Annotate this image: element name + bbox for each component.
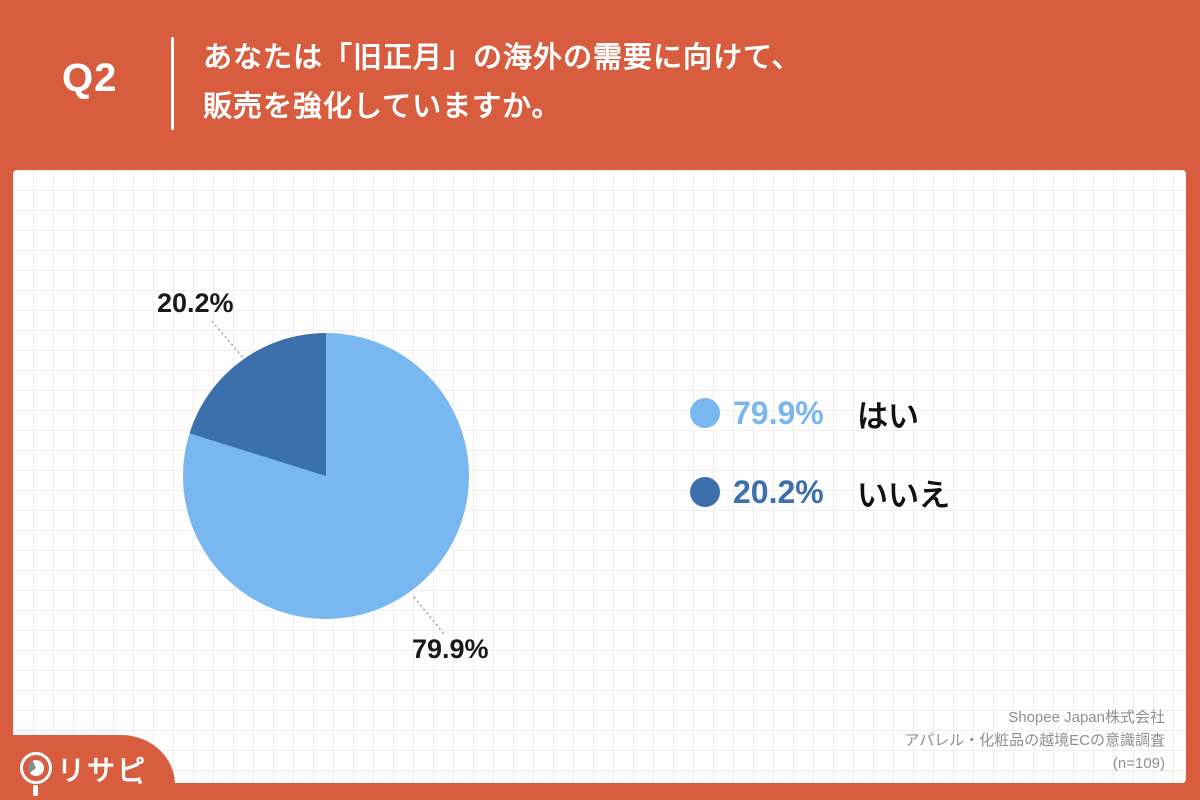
legend-swatch-yes-icon — [690, 398, 720, 428]
logo-pie-glyph — [28, 760, 44, 776]
question-title: あなたは「旧正月」の海外の需要に向けて、 販売を強化していますか。 — [203, 42, 802, 123]
source-sample-size: (n=109) — [1112, 755, 1165, 772]
callout-label-yes: 79.9% — [412, 634, 489, 664]
chart-panel — [13, 170, 1186, 783]
pie-magnifier-logo-icon — [20, 752, 52, 784]
legend-item-yes: 79.9% はい — [690, 393, 919, 434]
legend-label-no: いいえ — [857, 477, 950, 513]
legend-value-yes: 79.9% — [733, 394, 824, 431]
legend-item-no: 20.2% いいえ — [690, 472, 950, 513]
legend-label-yes: はい — [857, 398, 919, 434]
legend-swatch-no-icon — [690, 477, 720, 507]
bottom-border — [0, 783, 1200, 800]
source-company: Shopee Japan株式会社 — [1008, 709, 1165, 726]
header-divider — [171, 37, 174, 130]
legend-value-no: 20.2% — [733, 473, 824, 510]
callout-label-no: 20.2% — [157, 288, 234, 318]
question-number: Q2 — [62, 56, 118, 100]
registered-mark-dot — [138, 780, 142, 784]
source-attribution: Shopee Japan株式会社 アパレル・化粧品の越境ECの意識調査 (n=1… — [904, 706, 1165, 775]
brand-name: リサピー — [57, 755, 148, 800]
brand-logo: リサピー — [0, 735, 175, 800]
logo-magnifier-handle — [33, 785, 38, 796]
source-survey-title: アパレル・化粧品の越境ECの意識調査 — [904, 732, 1165, 749]
pie-chart — [183, 333, 469, 619]
